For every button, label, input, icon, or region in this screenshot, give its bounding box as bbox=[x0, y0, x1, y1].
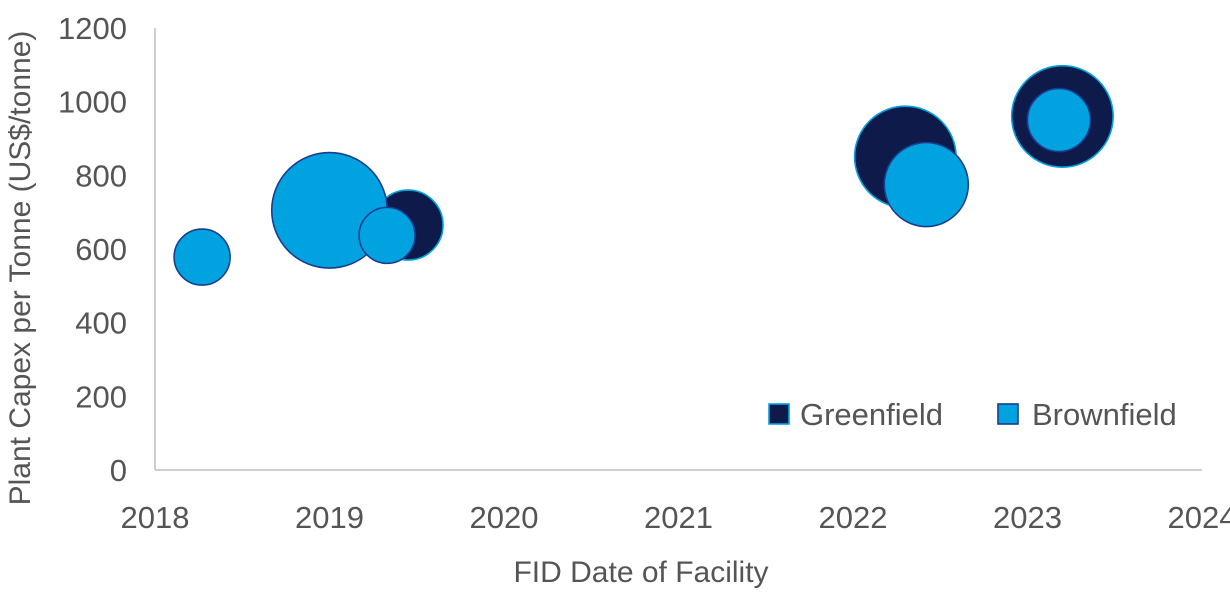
greenfield-legend-swatch bbox=[768, 403, 790, 425]
brownfield-legend-label: Brownfield bbox=[1032, 397, 1177, 432]
bubbles bbox=[173, 64, 1114, 286]
brownfield-bubble bbox=[173, 228, 231, 286]
brownfield-bubble bbox=[1026, 87, 1092, 153]
y-tick-label: 1000 bbox=[58, 85, 127, 120]
y-tick-label: 1200 bbox=[58, 11, 127, 46]
brownfield-legend-swatch bbox=[997, 403, 1019, 425]
x-tick-label: 2024 bbox=[1168, 500, 1230, 535]
y-tick-label: 800 bbox=[75, 158, 127, 193]
tick-labels: 0 200 400 600 800 1000 1200 2018 2019 2020 2021 202… bbox=[58, 11, 1230, 535]
x-tick-label: 2021 bbox=[644, 500, 713, 535]
x-tick-label: 2019 bbox=[295, 500, 364, 535]
y-axis-title: Plant Capex per Tonne (US$/tonne) bbox=[4, 31, 37, 506]
x-tick-label: 2020 bbox=[470, 500, 539, 535]
brownfield-bubble bbox=[358, 206, 416, 265]
y-tick-label: 200 bbox=[75, 379, 127, 414]
axes bbox=[154, 28, 1202, 471]
legend: Greenfield Brownfield bbox=[768, 397, 1177, 432]
x-tick-label: 2023 bbox=[993, 500, 1062, 535]
y-tick-label: 600 bbox=[75, 232, 127, 267]
x-axis-title: FID Date of Facility bbox=[513, 556, 768, 589]
brownfield-bubble bbox=[883, 141, 970, 228]
y-tick-label: 400 bbox=[75, 306, 127, 341]
x-tick-label: 2018 bbox=[121, 500, 190, 535]
y-tick-label: 0 bbox=[110, 453, 127, 488]
x-tick-label: 2022 bbox=[819, 500, 888, 535]
greenfield-legend-label: Greenfield bbox=[800, 397, 943, 432]
